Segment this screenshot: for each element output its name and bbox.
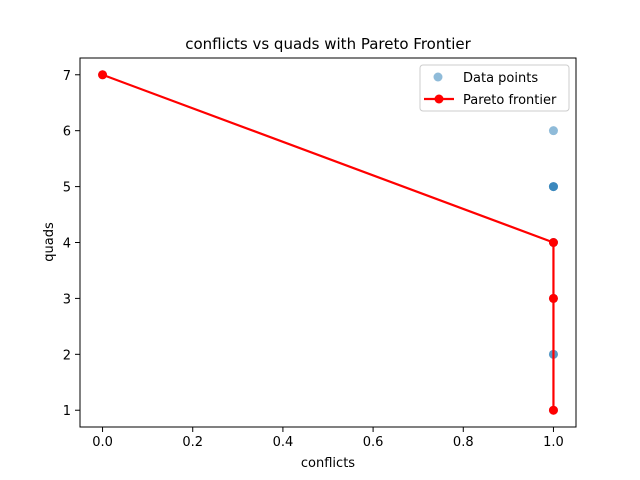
x-tick-label: 0.6: [363, 435, 384, 450]
y-axis-label: quads: [42, 222, 57, 262]
pareto-frontier-point: [548, 293, 558, 303]
plot-area: [79, 57, 577, 428]
y-tick-label: 3: [63, 292, 71, 307]
y-tick-label: 7: [63, 69, 71, 84]
y-tick-label: 1: [63, 404, 71, 419]
pareto-frontier-point: [548, 238, 558, 247]
y-tick-label: 2: [63, 348, 71, 363]
x-tick-label: 0.8: [453, 435, 474, 450]
x-tick-label: 0.2: [182, 435, 203, 450]
x-axis-label: conflicts: [301, 456, 355, 471]
legend-marker-data-points: [433, 72, 443, 82]
x-tick-label: 0.4: [273, 435, 294, 450]
legend-box: [419, 64, 570, 112]
legend-marker-pareto-frontier: [434, 94, 444, 104]
y-tick-label: 6: [63, 125, 71, 140]
legend-label: Data points: [463, 71, 538, 86]
x-axis: 0.0 0.2 0.4 0.6 0.8 1.0: [92, 427, 564, 450]
y-axis: 1 2 3 4 5 6 7: [63, 69, 80, 419]
y-tick-label: 5: [63, 181, 71, 196]
legend-label: Pareto frontier: [463, 93, 557, 108]
x-tick-label: 0.0: [92, 435, 113, 450]
legend: Data points Pareto frontier: [419, 64, 570, 112]
data-point: [548, 126, 558, 136]
x-tick-label: 1.0: [543, 435, 564, 450]
y-tick-label: 4: [63, 237, 71, 252]
pareto-frontier-line: [102, 73, 555, 411]
chart-title: conflicts vs quads with Pareto Frontier: [185, 35, 471, 53]
pareto-frontier-point: [98, 70, 108, 80]
data-point: [548, 182, 558, 192]
pareto-frontier-point: [548, 405, 558, 415]
